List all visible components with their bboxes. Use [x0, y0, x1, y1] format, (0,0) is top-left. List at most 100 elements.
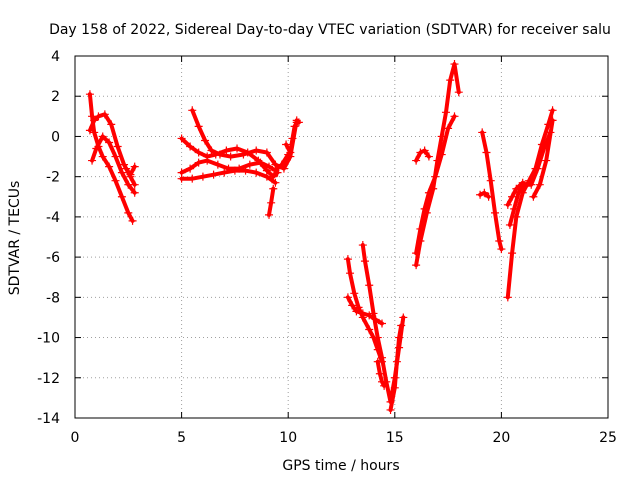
data-point-plus-marker [450, 112, 459, 121]
data-point-plus-marker [548, 116, 557, 125]
series-line [375, 359, 387, 388]
series-arc-5 [188, 106, 301, 173]
data-point-plus-marker [373, 333, 382, 342]
data-point-plus-marker [476, 190, 485, 199]
data-point-plus-marker [365, 311, 374, 320]
data-point-plus-marker [128, 216, 137, 225]
data-point-plus-marker [386, 405, 395, 414]
data-point-plus-marker [124, 180, 133, 189]
data-point-plus-marker [98, 132, 107, 141]
series-line [345, 257, 384, 364]
data-point-plus-marker [503, 200, 512, 209]
data-point-plus-marker [450, 60, 459, 69]
data-point-plus-marker [431, 172, 440, 181]
data-point-plus-marker [444, 124, 453, 133]
data-point-plus-marker [194, 148, 203, 157]
data-point-plus-marker [122, 164, 131, 173]
chart-title: Day 158 of 2022, Sidereal Day-to-day VTE… [49, 22, 611, 38]
y-tick-label: -4 [46, 210, 60, 226]
series-line [414, 114, 457, 256]
y-tick-label: -8 [46, 290, 60, 306]
grid [75, 56, 608, 418]
data-point-plus-marker [226, 152, 235, 161]
data-point-plus-marker [390, 383, 399, 392]
x-tick-label: 25 [599, 430, 617, 446]
data-point-plus-marker [245, 160, 254, 169]
data-point-plus-marker [209, 170, 218, 179]
series-line [531, 118, 555, 199]
series-arc-23 [529, 116, 557, 201]
series-arc-22 [503, 178, 527, 209]
data-point-plus-marker [510, 204, 519, 213]
data-point-plus-marker [446, 76, 455, 85]
data-point-plus-marker [220, 168, 229, 177]
data-point-plus-marker [198, 172, 207, 181]
data-point-plus-marker [495, 237, 504, 246]
data-point-plus-marker [420, 204, 429, 213]
plot-frame [74, 55, 609, 419]
series-line [179, 136, 280, 179]
data-point-plus-marker [107, 120, 116, 129]
data-point-plus-marker [420, 146, 429, 155]
data-point-plus-marker [90, 116, 99, 125]
data-point-plus-marker [518, 178, 527, 187]
data-point-plus-marker [508, 192, 517, 201]
data-point-plus-marker [542, 156, 551, 165]
series-line [87, 92, 135, 223]
data-point-plus-marker [527, 180, 536, 189]
data-point-plus-marker [486, 176, 495, 185]
data-point-plus-marker [378, 353, 387, 362]
data-point-plus-marker [378, 377, 387, 386]
data-point-plus-marker [371, 315, 380, 324]
x-tick-label: 20 [492, 430, 510, 446]
data-point-plus-marker [211, 150, 220, 159]
data-point-plus-marker [124, 208, 133, 217]
data-point-plus-marker [194, 122, 203, 131]
data-point-plus-marker [90, 128, 99, 137]
data-point-plus-marker [375, 369, 384, 378]
data-point-plus-marker [348, 301, 357, 310]
data-point-plus-marker [271, 178, 280, 187]
data-point-plus-marker [186, 164, 195, 173]
x-axis-label: GPS time / hours [282, 458, 399, 474]
data-point-plus-marker [88, 156, 97, 165]
series-arc-6 [177, 134, 282, 181]
data-point-plus-marker [533, 164, 542, 173]
data-point-plus-marker [358, 241, 367, 250]
data-point-plus-marker [352, 307, 361, 316]
y-tick-label: -6 [46, 250, 60, 266]
data-point-plus-marker [412, 156, 421, 165]
data-point-plus-marker [529, 192, 538, 201]
data-point-plus-marker [380, 381, 389, 390]
data-point-plus-marker [203, 156, 212, 165]
data-point-plus-marker [395, 333, 404, 342]
data-point-plus-marker [186, 142, 195, 151]
data-point-plus-marker [256, 158, 265, 167]
data-point-plus-marker [480, 188, 489, 197]
x-tick-label: 5 [177, 430, 186, 446]
data-point-plus-marker [262, 172, 271, 181]
data-point-plus-marker [416, 148, 425, 157]
series-arc-17 [412, 112, 459, 258]
data-point-plus-marker [441, 108, 450, 117]
series-arc-9 [282, 118, 303, 157]
data-point-plus-marker [505, 220, 514, 229]
y-tick-label: 4 [51, 49, 60, 65]
series-arc-24 [476, 188, 493, 201]
series-line [480, 130, 504, 252]
data-point-plus-marker [484, 192, 493, 201]
data-point-plus-marker [111, 152, 120, 161]
data-point-plus-marker [243, 148, 252, 157]
data-point-plus-marker [177, 174, 186, 183]
x-tick-label: 15 [386, 430, 404, 446]
series-line [414, 62, 461, 268]
data-point-plus-marker [111, 176, 120, 185]
data-point-plus-marker [120, 160, 129, 169]
data-point-plus-marker [290, 122, 299, 131]
data-point-plus-marker [113, 142, 122, 151]
data-point-plus-marker [282, 140, 291, 149]
data-point-plus-marker [230, 166, 239, 175]
data-point-plus-marker [267, 198, 276, 207]
data-point-plus-marker [454, 88, 463, 97]
data-point-plus-marker [373, 357, 382, 366]
